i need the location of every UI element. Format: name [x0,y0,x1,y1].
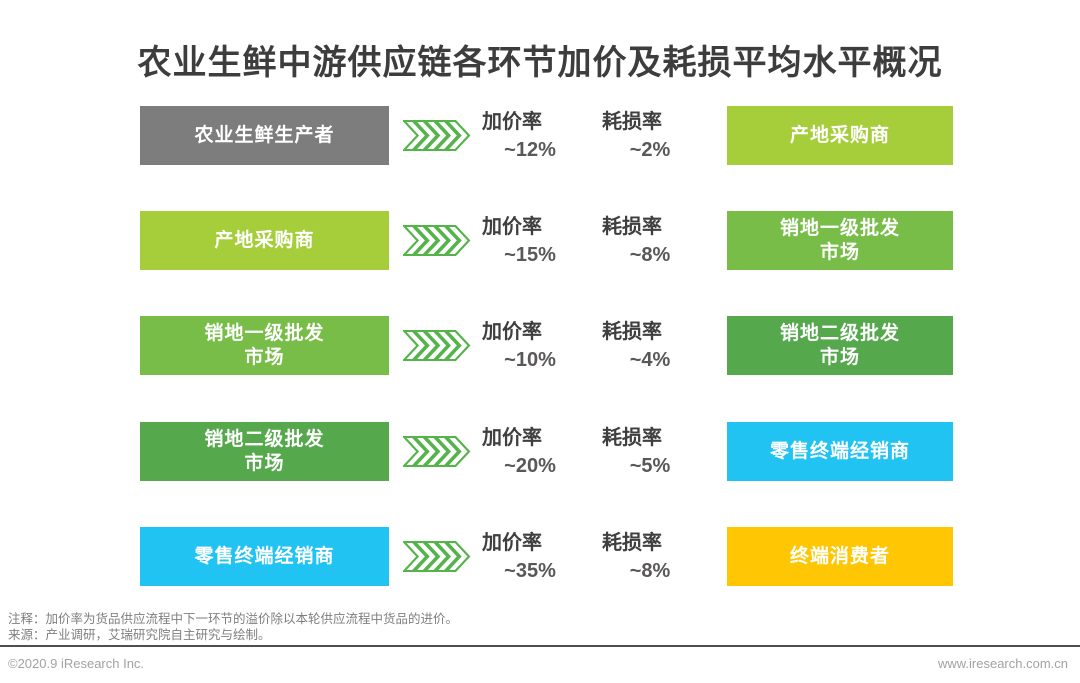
to-box: 产地采购商 [727,106,953,165]
loss-rate-value: ~8% [629,559,671,582]
footer-website: www.iresearch.com.cn [937,656,1068,671]
markup-rate-value: ~10% [504,348,556,371]
flow-row: 零售终端经销商 加价率 ~35% 耗损率 ~8% 终端消费者 [0,527,1080,586]
loss-rate-value: ~2% [629,138,671,161]
from-box: 农业生鲜生产者 [140,106,389,165]
markup-rate-value: ~20% [504,454,556,477]
loss-rate: 耗损率 ~8% [572,211,692,270]
flow-row: 农业生鲜生产者 加价率 ~12% 耗损率 ~2% 产地采购商 [0,106,1080,165]
loss-rate-label: 耗损率 [602,215,662,238]
from-box: 销地一级批发 市场 [140,316,389,375]
from-box: 销地二级批发 市场 [140,422,389,481]
markup-rate-label: 加价率 [482,531,542,554]
markup-rate-label: 加价率 [482,426,542,449]
loss-rate-value: ~8% [629,243,671,266]
to-box: 零售终端经销商 [727,422,953,481]
loss-rate-label: 耗损率 [602,426,662,449]
note-source: 来源：产业调研，艾瑞研究院自主研究与绘制。 [8,628,271,642]
markup-rate-label: 加价率 [482,215,542,238]
chevron-arrow-icon [403,436,471,467]
footer-divider [0,645,1080,647]
loss-rate-label: 耗损率 [602,320,662,343]
chevron-arrow-icon [403,541,471,572]
loss-rate: 耗损率 ~4% [572,316,692,375]
footer-copyright: ©2020.9 iResearch Inc. [8,656,145,671]
flow-row: 销地二级批发 市场 加价率 ~20% 耗损率 ~5% 零售终端经销商 [0,422,1080,481]
flow-row: 产地采购商 加价率 ~15% 耗损率 ~8% 销地一级批发 市场 [0,211,1080,270]
markup-rate: 加价率 ~35% [452,527,572,586]
loss-rate: 耗损率 ~5% [572,422,692,481]
chevron-arrow-icon [403,225,471,256]
loss-rate-label: 耗损率 [602,531,662,554]
note-annotation: 注释：加价率为货品供应流程中下一环节的溢价除以本轮供应流程中货品的进价。 [8,612,459,626]
markup-rate-label: 加价率 [482,320,542,343]
markup-rate: 加价率 ~12% [452,106,572,165]
to-box: 终端消费者 [727,527,953,586]
markup-rate: 加价率 ~15% [452,211,572,270]
from-box: 零售终端经销商 [140,527,389,586]
to-box: 销地一级批发 市场 [727,211,953,270]
markup-rate-label: 加价率 [482,110,542,133]
chevron-arrow-icon [403,330,471,361]
loss-rate: 耗损率 ~8% [572,527,692,586]
markup-rate-value: ~12% [504,138,556,161]
markup-rate-value: ~15% [504,243,556,266]
loss-rate-label: 耗损率 [602,110,662,133]
loss-rate-value: ~4% [629,348,671,371]
markup-rate: 加价率 ~20% [452,422,572,481]
markup-rate: 加价率 ~10% [452,316,572,375]
loss-rate-value: ~5% [629,454,671,477]
from-box: 产地采购商 [140,211,389,270]
loss-rate: 耗损率 ~2% [572,106,692,165]
to-box: 销地二级批发 市场 [727,316,953,375]
markup-rate-value: ~35% [504,559,556,582]
page-title: 农业生鲜中游供应链各环节加价及耗损平均水平概况 [137,43,943,82]
chevron-arrow-icon [403,120,471,151]
flow-row: 销地一级批发 市场 加价率 ~10% 耗损率 ~4% 销地二级批发 市场 [0,316,1080,375]
notes-block: 注释：加价率为货品供应流程中下一环节的溢价除以本轮供应流程中货品的进价。 来源：… [8,611,458,643]
